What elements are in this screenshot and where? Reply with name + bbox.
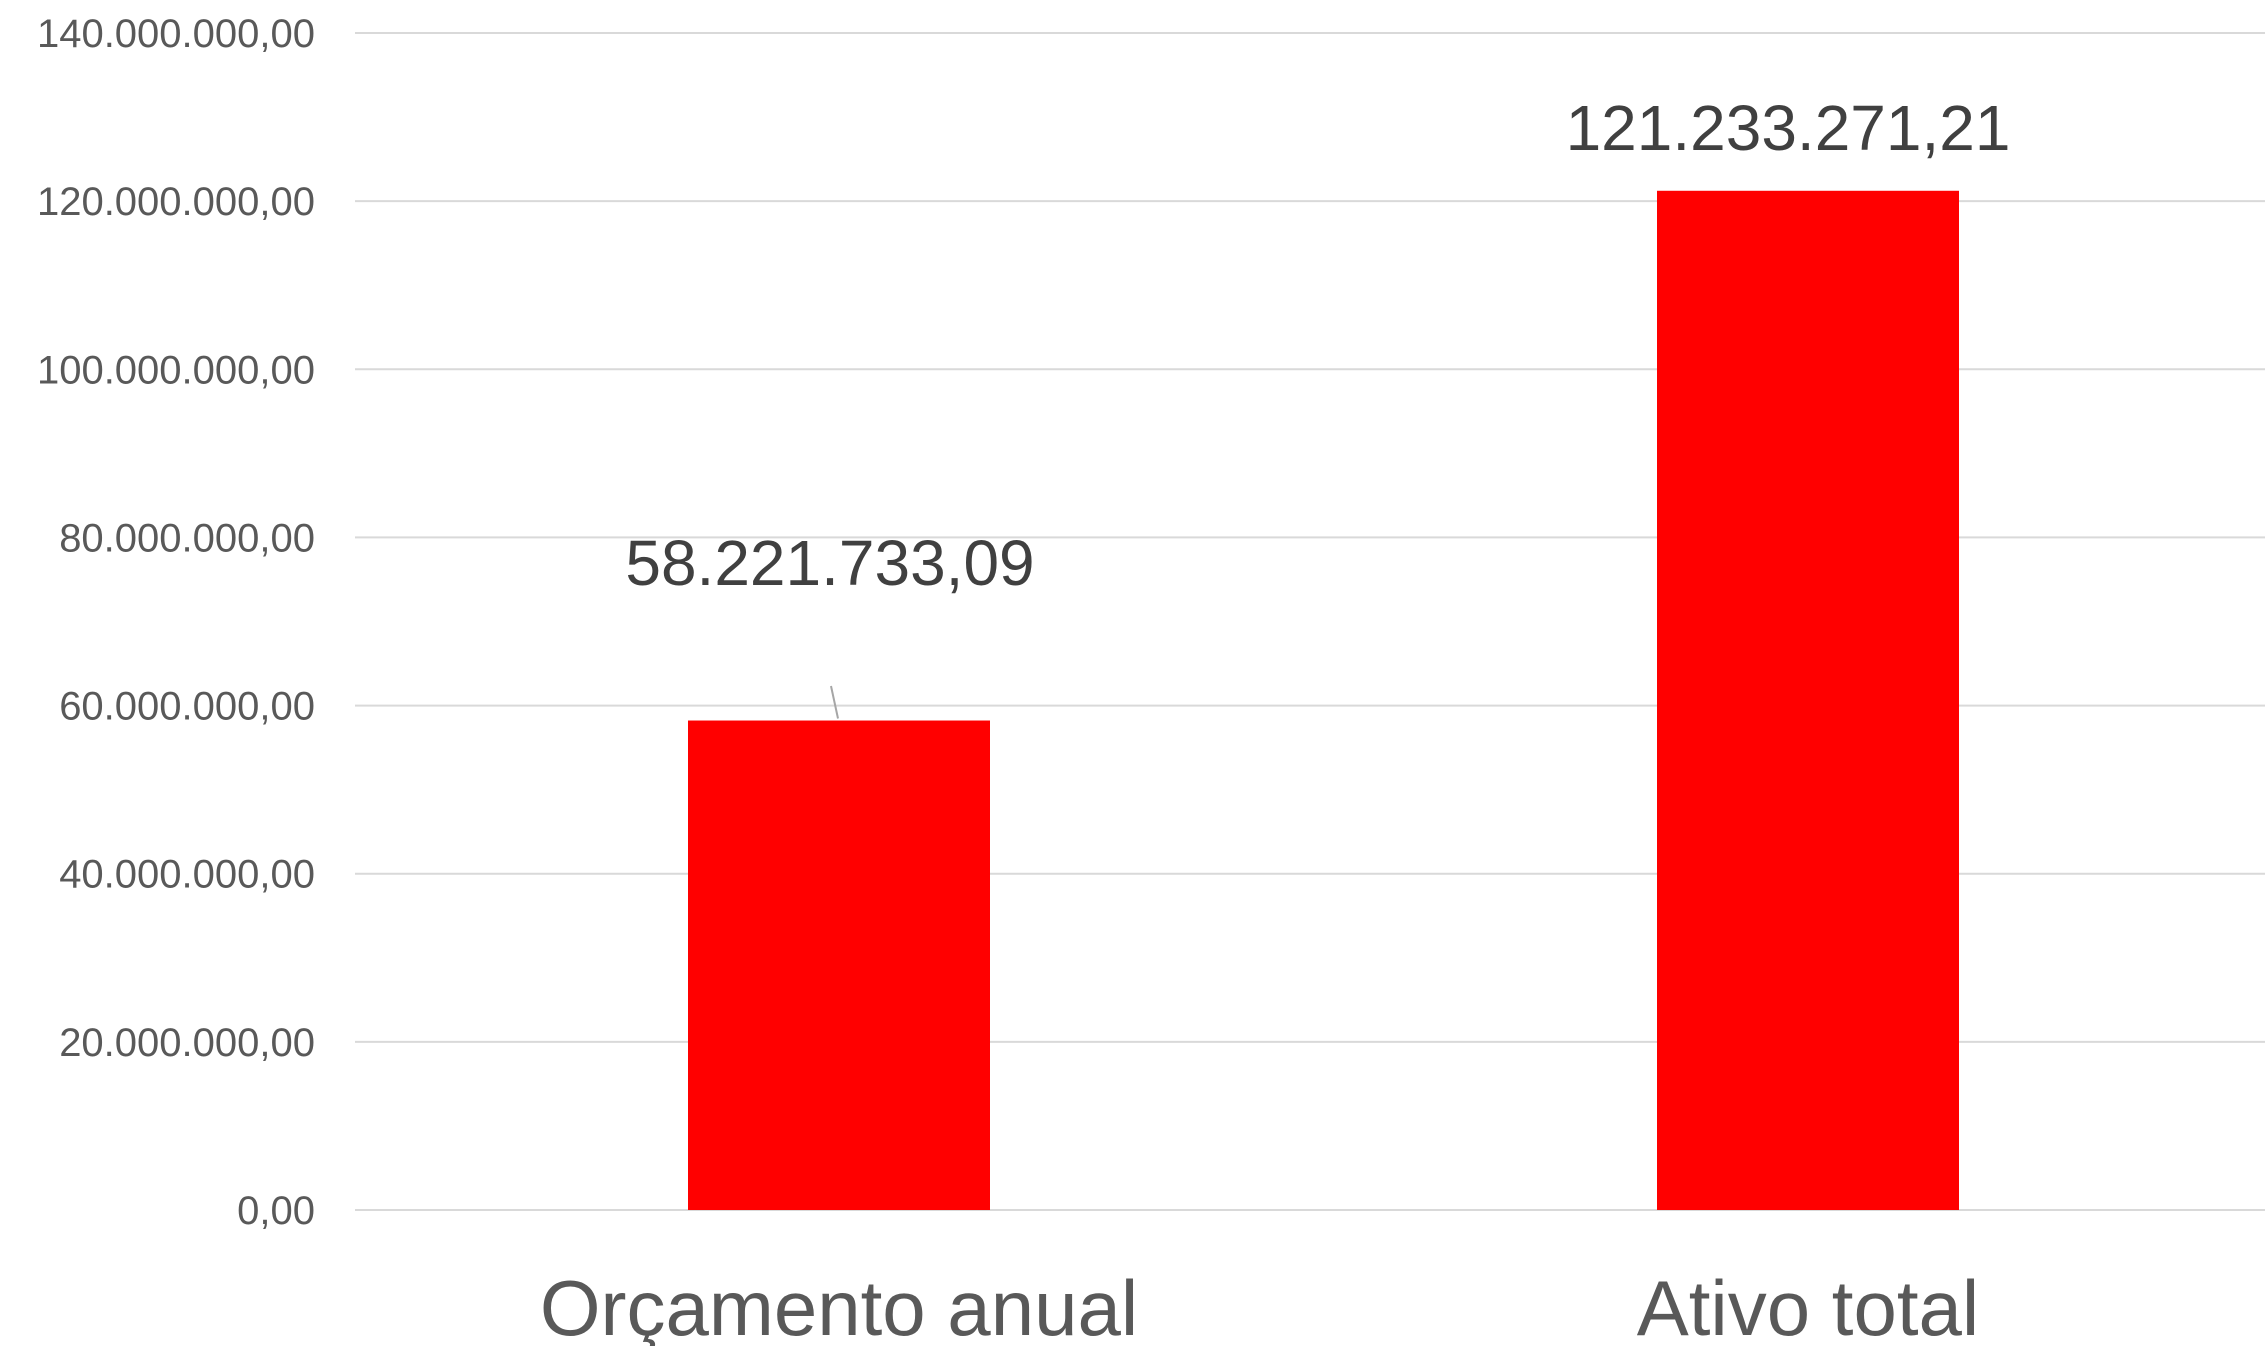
leader-line [830,685,839,719]
x-tick-label: Ativo total [1637,1264,1980,1346]
label-leader-lines [830,685,839,719]
y-tick-label: 40.000.000,00 [59,853,315,897]
y-axis: 0,00 20.000.000,00 40.000.000,00 60.000.000… [37,12,315,1233]
y-tick-label: 0,00 [237,1189,315,1233]
x-axis: Orçamento anual Ativo total [540,1264,1979,1346]
y-tick-label: 20.000.000,00 [59,1021,315,1065]
x-tick-label: Orçamento anual [540,1264,1138,1346]
y-tick-label: 100.000.000,00 [37,348,315,392]
data-labels: 58.221.733,09 121.233.271,21 [625,92,2010,599]
y-tick-label: 120.000.000,00 [37,180,315,224]
data-label: 58.221.733,09 [625,527,1034,599]
y-tick-label: 80.000.000,00 [59,516,315,560]
gridlines [355,32,2265,1211]
y-tick-label: 140.000.000,00 [37,12,315,56]
data-label: 121.233.271,21 [1566,92,2011,164]
bar [1657,190,1959,1211]
bar [688,720,990,1210]
y-tick-label: 60.000.000,00 [59,685,315,729]
bars [688,190,1959,1211]
